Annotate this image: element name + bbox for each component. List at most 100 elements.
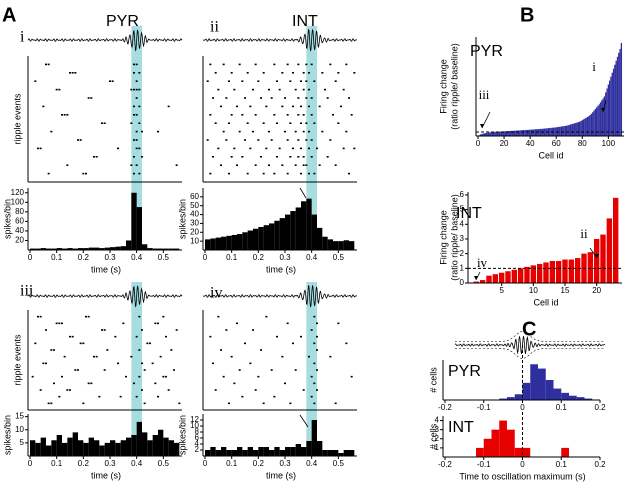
bar	[499, 131, 501, 136]
spike	[289, 80, 292, 82]
spike	[45, 362, 47, 365]
spike	[241, 156, 244, 158]
x-tick-label: 0.1	[51, 459, 63, 468]
spike	[77, 139, 79, 141]
spike	[90, 97, 93, 99]
spike	[133, 139, 135, 141]
spike	[238, 369, 241, 371]
hist-bar	[163, 248, 169, 250]
x-tick-label: 0.4	[131, 459, 143, 468]
panel-title: PYR	[448, 363, 481, 380]
spike	[345, 130, 348, 133]
x-tick-label: 0.2	[594, 460, 606, 469]
hist-bar	[491, 429, 500, 457]
bar	[512, 130, 514, 136]
x-tick-label: 0.2	[253, 253, 265, 262]
hist-bar	[333, 450, 339, 456]
spike	[135, 114, 138, 116]
spike	[61, 114, 63, 116]
bar	[486, 275, 492, 283]
bar	[482, 133, 484, 136]
bar	[530, 265, 537, 283]
hist-bar	[62, 248, 68, 250]
hist-bar	[569, 395, 577, 400]
bar	[620, 42, 623, 136]
hist-bar	[110, 247, 116, 250]
bar	[543, 128, 546, 136]
bar	[489, 132, 491, 136]
bar	[516, 130, 518, 136]
spike	[297, 139, 300, 141]
hist-bar	[221, 236, 227, 250]
spike	[332, 114, 334, 116]
spike	[178, 402, 181, 405]
spike	[85, 172, 87, 175]
spike	[286, 322, 289, 325]
bar	[526, 129, 529, 136]
bar	[486, 132, 488, 136]
hist-bar	[349, 241, 355, 250]
x-tick-label: 0.5	[158, 253, 170, 262]
spike	[114, 335, 117, 338]
hist-bar	[104, 442, 110, 456]
spike	[289, 122, 292, 124]
bar	[517, 130, 520, 136]
hist-bar	[126, 240, 132, 250]
bar	[529, 129, 531, 136]
spike	[175, 164, 178, 166]
x-tick-label: 0.4	[306, 253, 318, 262]
spike	[297, 97, 300, 99]
spike	[305, 122, 308, 124]
spike	[262, 172, 265, 175]
hist-bar	[131, 435, 137, 456]
hist-bar	[210, 447, 216, 456]
hist-bar	[94, 247, 100, 250]
hist-bar	[274, 220, 280, 250]
spike	[262, 72, 265, 74]
spike	[31, 375, 34, 378]
hist-bar	[51, 248, 57, 250]
spike	[63, 114, 66, 116]
hist-bar	[301, 447, 307, 456]
hist-bar	[152, 248, 158, 250]
bar	[593, 110, 595, 136]
spike	[286, 63, 289, 66]
bar	[496, 131, 499, 136]
hist-bar	[269, 223, 275, 250]
spike	[66, 114, 69, 116]
spike	[310, 395, 313, 398]
x-label: time (s)	[266, 264, 296, 274]
x-label: time (s)	[91, 264, 121, 274]
spike	[321, 130, 324, 133]
hist-bar	[67, 248, 73, 250]
y-tick-label: 4	[435, 416, 440, 425]
spike	[302, 389, 305, 391]
spike	[138, 147, 141, 150]
spike	[350, 114, 353, 116]
bar	[587, 252, 594, 283]
spike	[87, 315, 90, 318]
annotation: i	[592, 59, 596, 74]
spike	[292, 342, 294, 345]
spike	[345, 63, 348, 66]
bar	[524, 130, 526, 136]
spike	[103, 329, 106, 331]
annotation: ii	[580, 226, 588, 241]
spike	[167, 389, 170, 391]
x-tick-label: 0.3	[279, 459, 291, 468]
x-tick-label: 0	[28, 459, 33, 468]
bar	[588, 116, 590, 136]
spike	[310, 114, 313, 116]
hist-bar	[499, 420, 507, 457]
bar	[594, 109, 596, 136]
ripple-window	[131, 282, 142, 456]
panel-title: INT	[456, 205, 482, 222]
bar	[601, 100, 603, 136]
hist-bar	[561, 392, 569, 400]
hist-bar	[522, 447, 531, 457]
spike	[270, 139, 273, 141]
hist-bar	[483, 438, 492, 457]
bar	[524, 266, 530, 283]
y-tick-label: 120	[11, 188, 25, 197]
x-tick-label: -0.2	[438, 403, 452, 412]
